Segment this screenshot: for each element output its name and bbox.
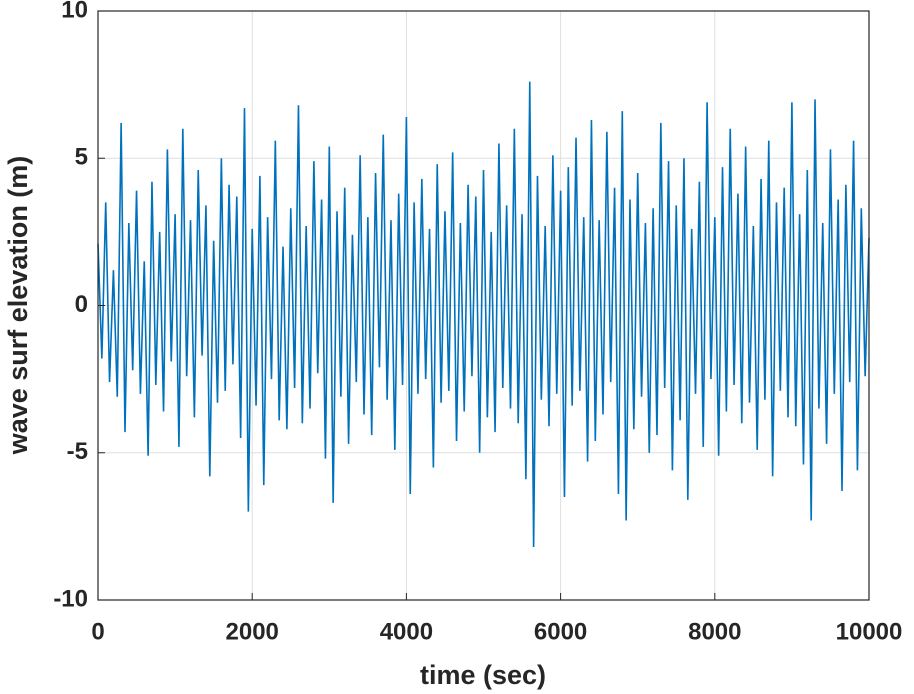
y-tick-label: 10 xyxy=(61,0,88,23)
x-tick-label: 4000 xyxy=(380,618,433,645)
x-axis-label: time (sec) xyxy=(420,660,546,690)
x-tick-label: 10000 xyxy=(836,618,903,645)
plot xyxy=(97,81,870,547)
y-tick-label: -5 xyxy=(67,438,88,465)
series-line xyxy=(97,81,870,547)
y-tick-label: -10 xyxy=(53,585,88,612)
x-tick-label: 2000 xyxy=(226,618,279,645)
x-tick-label: 0 xyxy=(91,618,104,645)
grid xyxy=(97,10,870,601)
y-tick-label: 5 xyxy=(75,144,88,171)
y-tick-label: 0 xyxy=(75,291,88,318)
y-axis-label: wave surf elevation (m) xyxy=(3,156,33,456)
x-tick-label: 6000 xyxy=(534,618,587,645)
x-tick-label: 8000 xyxy=(688,618,741,645)
